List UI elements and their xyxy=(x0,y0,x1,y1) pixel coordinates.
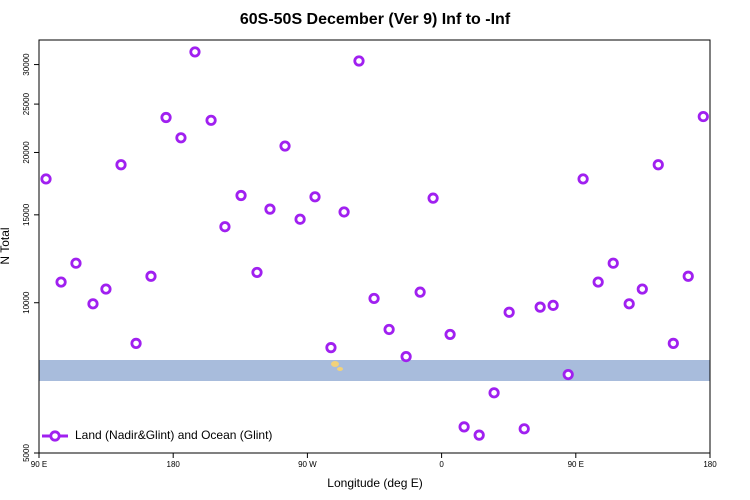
legend-label: Land (Nadir&Glint) and Ocean (Glint) xyxy=(75,428,272,442)
point xyxy=(353,55,365,67)
point xyxy=(400,350,412,363)
map-strip xyxy=(39,360,710,381)
x-tick-label: 90 E xyxy=(568,460,584,469)
point xyxy=(115,159,127,171)
point xyxy=(488,387,500,399)
land-speck xyxy=(331,361,339,367)
point xyxy=(235,189,247,202)
point xyxy=(503,306,515,318)
y-axis-label: N Total xyxy=(0,227,12,264)
point xyxy=(40,173,52,185)
point xyxy=(444,328,456,341)
point xyxy=(309,191,321,203)
point xyxy=(473,429,485,441)
y-tick-label: 10000 xyxy=(22,291,31,314)
y-tick-label: 30000 xyxy=(22,53,31,76)
plot-frame xyxy=(38,39,711,454)
point xyxy=(623,298,635,310)
point xyxy=(175,132,187,144)
point xyxy=(414,286,426,298)
point xyxy=(251,266,263,279)
point xyxy=(547,299,559,311)
point xyxy=(577,173,589,185)
point xyxy=(294,213,306,225)
y-tick-label: 15000 xyxy=(22,203,31,226)
point xyxy=(338,206,350,218)
point xyxy=(55,276,67,288)
point xyxy=(682,270,694,282)
point xyxy=(145,270,157,282)
point xyxy=(607,257,619,269)
land-speck xyxy=(337,367,343,371)
x-tick-label: 180 xyxy=(703,460,717,469)
point xyxy=(592,276,604,288)
point xyxy=(189,46,201,58)
point xyxy=(325,342,337,354)
point xyxy=(205,114,217,126)
x-axis-label: Longitude (deg E) xyxy=(327,476,422,490)
point xyxy=(130,337,142,349)
point xyxy=(383,323,395,336)
point xyxy=(368,292,380,305)
y-tick-label: 25000 xyxy=(22,92,31,115)
x-tick-label: 0 xyxy=(439,460,444,469)
point xyxy=(279,140,291,152)
point xyxy=(667,337,679,349)
point xyxy=(518,423,530,435)
point xyxy=(652,159,664,171)
y-tick-label: 5000 xyxy=(22,444,31,462)
point xyxy=(636,283,648,295)
point xyxy=(458,421,470,433)
point xyxy=(697,110,709,123)
point xyxy=(534,301,546,313)
point xyxy=(562,368,574,381)
point xyxy=(70,257,82,269)
x-tick-label: 90 E xyxy=(31,460,47,469)
legend-marker xyxy=(49,430,61,442)
chart-title: 60S-50S December (Ver 9) Inf to -Inf xyxy=(240,11,511,28)
point xyxy=(160,111,172,124)
point xyxy=(219,221,231,233)
x-tick-label: 90 W xyxy=(298,460,317,469)
point xyxy=(427,192,439,204)
point xyxy=(264,203,276,215)
x-tick-label: 180 xyxy=(167,460,181,469)
point xyxy=(87,298,99,310)
point xyxy=(100,283,112,295)
y-tick-label: 20000 xyxy=(22,141,31,164)
